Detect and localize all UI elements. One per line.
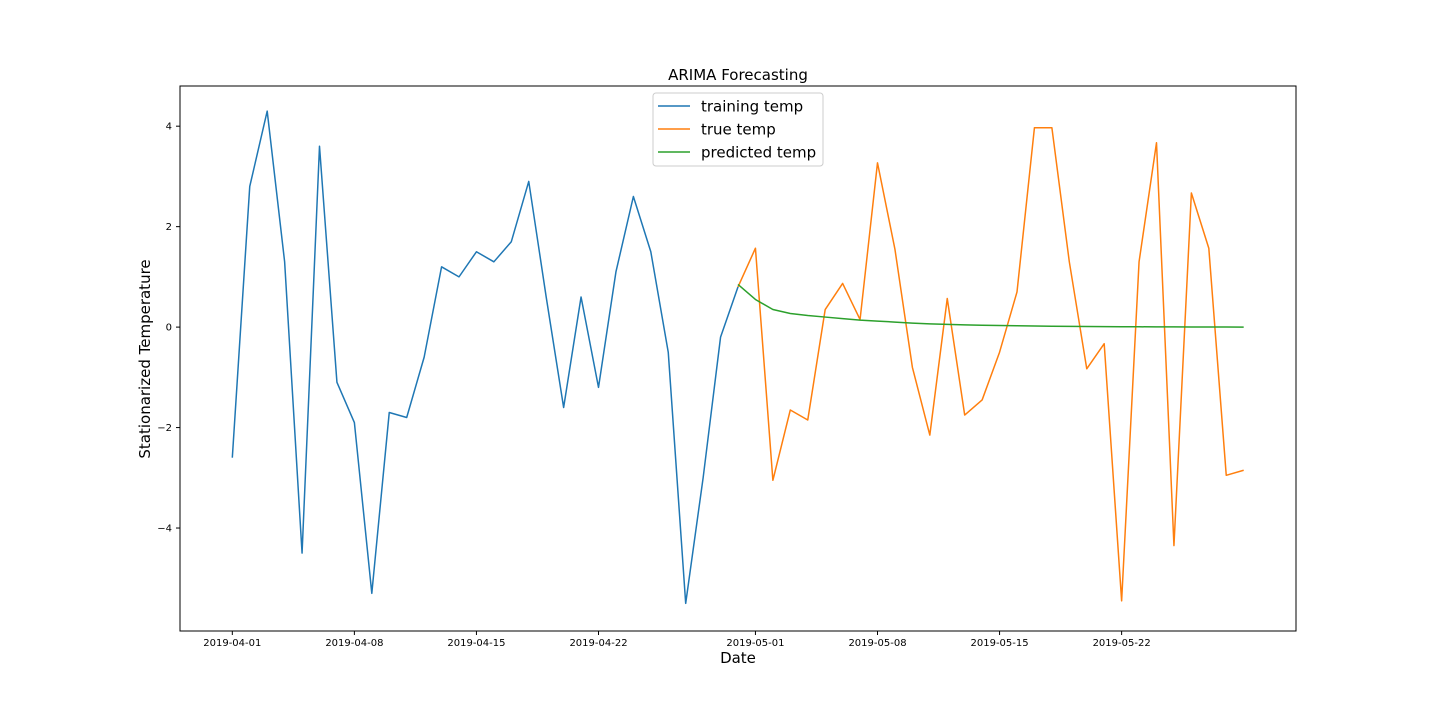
legend-label-predicted-temp: predicted temp (701, 144, 816, 162)
x-axis-title: Date (720, 649, 756, 667)
y-tick-label: 2 (166, 222, 172, 233)
y-axis: −4 −2 0 2 4 (157, 122, 180, 535)
chart-title: ARIMA Forecasting (668, 66, 808, 84)
x-tick-label: 2019-04-01 (203, 638, 261, 649)
y-tick-label: −2 (157, 423, 172, 434)
series-layer (231, 110, 1244, 605)
legend-label-true-temp: true temp (701, 121, 776, 139)
plot-frame (179, 85, 1297, 632)
series-line-training-temp (231, 110, 739, 605)
legend-box (652, 92, 824, 167)
y-tick-label: 4 (166, 122, 172, 133)
x-axis: 2019-04-01 2019-04-08 2019-04-15 2019-04-22… (203, 631, 1151, 649)
x-tick-label: 2019-04-22 (569, 638, 627, 649)
x-tick-label: 2019-05-15 (971, 638, 1029, 649)
x-tick-label: 2019-05-22 (1093, 638, 1151, 649)
legend: training temp true temp predicted temp (652, 92, 824, 167)
y-tick-label: −4 (157, 524, 172, 535)
x-tick-label: 2019-04-15 (447, 638, 505, 649)
series-line-predicted-temp (737, 283, 1244, 328)
y-axis-title: Stationarized Temperature (136, 259, 154, 458)
y-tick-label: 0 (166, 323, 172, 334)
x-tick-label: 2019-05-01 (726, 638, 784, 649)
x-tick-label: 2019-05-08 (848, 638, 906, 649)
x-tick-label: 2019-04-08 (325, 638, 383, 649)
legend-label-training-temp: training temp (701, 98, 803, 116)
series-line-true-temp (737, 126, 1244, 602)
